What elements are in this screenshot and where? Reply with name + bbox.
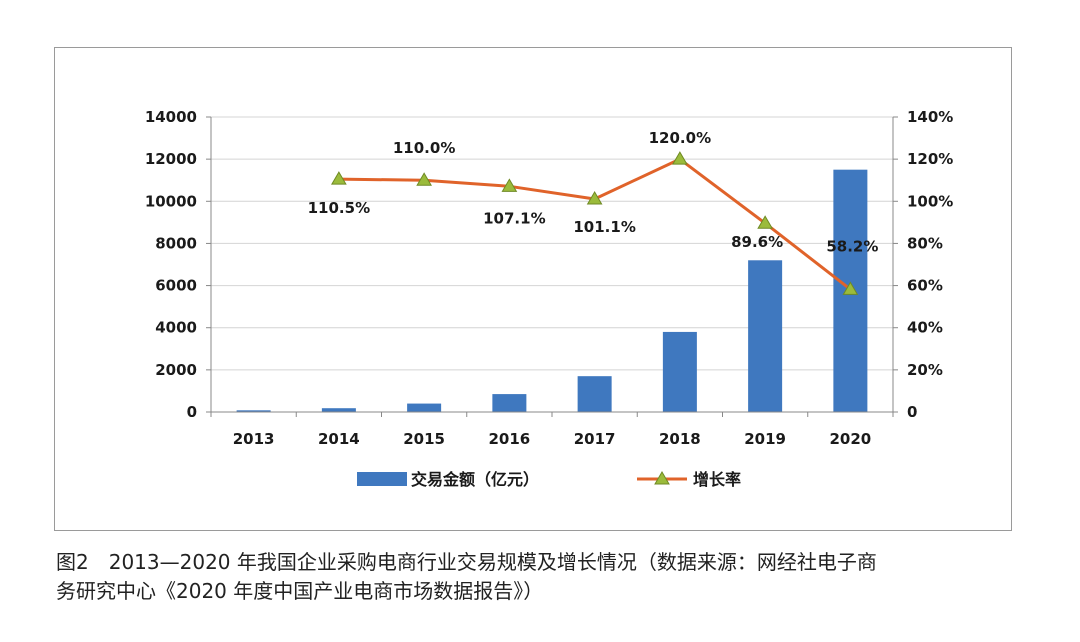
- data-label-2018: 120.0%: [649, 129, 711, 147]
- growth-marker-2015: [416, 172, 432, 186]
- y-right-tick-label: 100%: [907, 192, 953, 210]
- growth-marker-2019: [757, 215, 773, 229]
- data-label-2014: 110.5%: [308, 199, 370, 217]
- bar-2013: [236, 410, 271, 412]
- y-right-tick-label: 60%: [907, 277, 943, 295]
- legend-bar-label: 交易金额（亿元）: [411, 470, 539, 489]
- data-label-2017: 101.1%: [573, 218, 635, 236]
- x-tick-label: 2018: [659, 430, 701, 448]
- data-label-2016: 107.1%: [483, 209, 545, 227]
- growth-marker-2017: [586, 190, 603, 205]
- data-label-2020: 58.2%: [826, 237, 878, 255]
- y-right-tick-label: 0: [907, 403, 917, 421]
- y-right-tick-label: 40%: [907, 319, 943, 337]
- bar-2016: [492, 394, 527, 412]
- y-left-tick-label: 0: [187, 403, 197, 421]
- y-right-tick-label: 80%: [907, 234, 943, 252]
- y-left-tick-label: 14000: [145, 108, 197, 126]
- y-left-tick-label: 8000: [155, 234, 197, 252]
- bar-2017: [577, 376, 612, 412]
- legend-line-marker: [654, 471, 670, 485]
- data-label-2015: 110.0%: [393, 139, 455, 157]
- y-left-tick-label: 6000: [155, 277, 197, 295]
- x-tick-label: 2017: [574, 430, 616, 448]
- y-right-tick-label: 20%: [907, 361, 943, 379]
- data-label-2019: 89.6%: [731, 233, 783, 251]
- x-tick-label: 2020: [830, 430, 872, 448]
- growth-marker-2020: [842, 281, 859, 295]
- y-right-tick-label: 140%: [907, 108, 953, 126]
- bar-2018: [662, 331, 697, 412]
- x-tick-label: 2013: [233, 430, 275, 448]
- x-tick-label: 2015: [403, 430, 445, 448]
- x-tick-label: 2019: [744, 430, 786, 448]
- y-left-tick-label: 2000: [155, 361, 197, 379]
- figure-caption: 图2 2013—2020 年我国企业采购电商行业交易规模及增长情况（数据来源：网…: [56, 548, 1046, 606]
- chart-frame: 0 2000 4000 6000 8000 10000 12000 14000 0 20% 40% 6…: [54, 47, 1012, 531]
- bar-2019: [748, 260, 783, 412]
- combo-chart: 0 2000 4000 6000 8000 10000 12000 14000 0 20% 40% 6…: [145, 108, 954, 489]
- growth-marker-2018: [672, 151, 688, 165]
- bar-2015: [407, 403, 442, 412]
- growth-marker-2014: [331, 171, 347, 185]
- legend-bar-swatch: [357, 472, 407, 486]
- caption-line-2: 务研究中心《2020 年度中国产业电商市场数据报告》）: [56, 579, 544, 603]
- caption-line-1: 图2 2013—2020 年我国企业采购电商行业交易规模及增长情况（数据来源：网…: [56, 550, 877, 574]
- y-left-tick-label: 4000: [155, 319, 197, 337]
- legend-line-label: 增长率: [693, 470, 741, 489]
- y-right-tick-label: 120%: [907, 150, 953, 168]
- x-tick-label: 2014: [318, 430, 360, 448]
- y-left-tick-label: 12000: [145, 150, 197, 168]
- growth-marker-2016: [501, 178, 518, 192]
- y-left-tick-label: 10000: [145, 192, 197, 210]
- x-tick-label: 2016: [489, 430, 531, 448]
- bar-2014: [321, 408, 356, 412]
